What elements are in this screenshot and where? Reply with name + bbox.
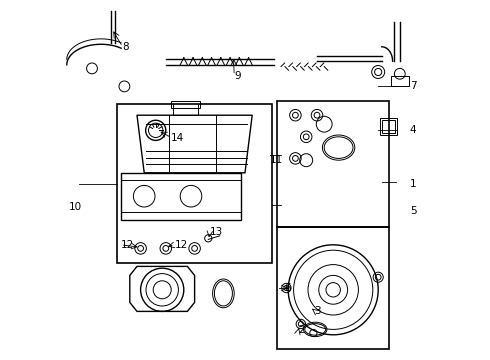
- Text: 4: 4: [410, 125, 416, 135]
- Bar: [277, 101, 389, 227]
- Text: 6: 6: [285, 283, 291, 293]
- Text: 1: 1: [410, 179, 416, 189]
- Text: 13: 13: [210, 227, 223, 237]
- Text: 10: 10: [69, 202, 82, 212]
- Text: 11: 11: [270, 155, 283, 165]
- Text: 8: 8: [122, 42, 129, 52]
- Bar: [380, 118, 397, 135]
- Text: 2: 2: [298, 325, 305, 336]
- Bar: [391, 76, 409, 86]
- Text: 14: 14: [171, 132, 184, 143]
- Text: 5: 5: [410, 206, 416, 216]
- Bar: [277, 227, 389, 349]
- Bar: [171, 101, 200, 108]
- Text: 12: 12: [175, 240, 188, 250]
- Bar: [117, 104, 272, 263]
- Text: 12: 12: [121, 240, 134, 250]
- Text: 7: 7: [410, 81, 416, 91]
- Text: 3: 3: [315, 306, 321, 316]
- Bar: [382, 120, 395, 133]
- Text: 9: 9: [234, 71, 241, 81]
